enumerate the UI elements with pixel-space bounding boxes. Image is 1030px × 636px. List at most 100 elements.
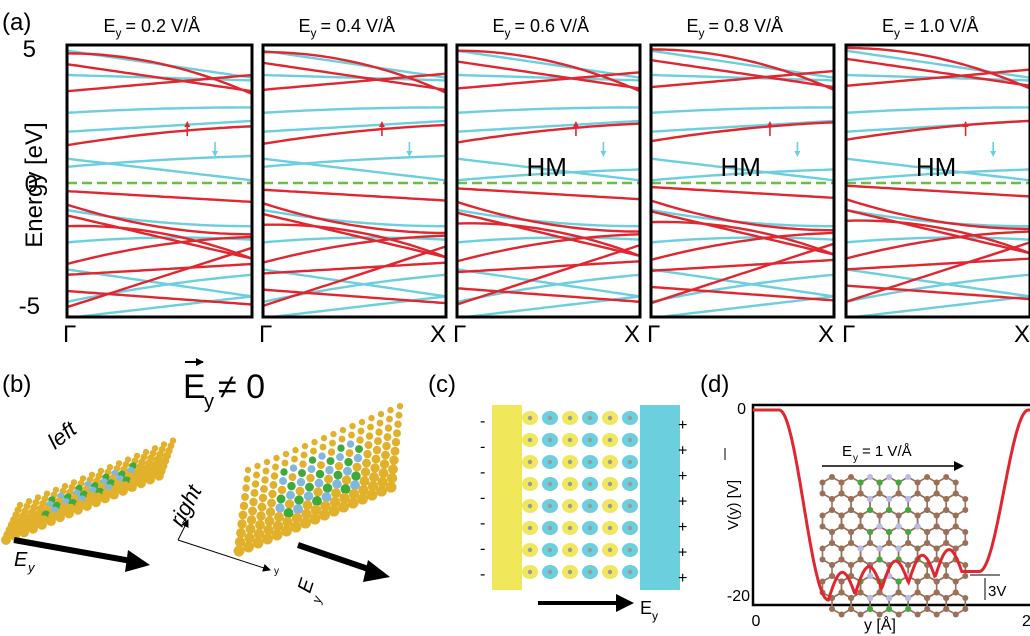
spin-up-band [66, 125, 253, 147]
spin-down-band [66, 208, 252, 228]
spin-down-band [845, 168, 1030, 182]
field-title-sub: y [699, 26, 705, 40]
spin-down-band [262, 106, 446, 114]
atom-sphere [239, 501, 249, 511]
spin-down-band [456, 49, 641, 79]
atom-sphere [321, 492, 332, 503]
lattice-atom [924, 595, 931, 601]
spin-up-band [66, 262, 253, 276]
field-arrow-left-label: E [14, 549, 28, 571]
atom-sphere [242, 484, 250, 492]
atom-sphere [245, 524, 256, 534]
lattice-atom [857, 512, 864, 519]
atom-sphere [306, 473, 315, 483]
field-title-sub: y [311, 26, 317, 40]
lattice-atom [838, 545, 845, 552]
hexagon-ring [888, 591, 909, 616]
hexagon-ring [850, 591, 871, 616]
atom-sphere [82, 501, 92, 511]
lattice-atom [933, 589, 940, 596]
atom-sphere [253, 528, 265, 540]
lattice-atom [952, 523, 959, 530]
atom-sphere [270, 472, 279, 480]
spin-up-band [262, 223, 447, 259]
lattice-atom [914, 545, 921, 552]
potential-ytick-0: 0 [737, 401, 746, 418]
atom-sphere [334, 461, 344, 471]
spin-up-band [650, 48, 835, 92]
atom-sphere [46, 516, 56, 527]
band-panel-frame [844, 43, 1030, 319]
spin-up-band [650, 199, 835, 232]
atom-sphere [337, 444, 345, 452]
spin-up-band [262, 123, 447, 145]
field-title-sub: y [505, 26, 511, 40]
atom-sphere [302, 500, 313, 511]
atom-sphere [286, 490, 295, 500]
hexagon-ring [926, 591, 947, 616]
atom-sphere [386, 473, 398, 484]
spin-down-band [262, 49, 447, 79]
atom-sphere [317, 461, 325, 470]
atom-sphere [372, 445, 382, 455]
atom-sphere [254, 462, 261, 470]
spin-up-band [66, 189, 253, 204]
band-panel-frame [649, 43, 836, 319]
atom-sphere [301, 442, 309, 450]
xy-axes-icon: x y [177, 515, 279, 577]
lattice-atom [905, 540, 912, 546]
spin-down-band [456, 236, 641, 244]
spin-up-band [456, 187, 641, 201]
atom-sphere [313, 487, 323, 497]
spin-up-band [66, 63, 253, 93]
negative-charge-region [492, 405, 522, 590]
atom-sphere [318, 452, 326, 460]
atom-sphere [262, 533, 273, 545]
atom-sphere [73, 504, 83, 515]
half-metal-label: HM [916, 152, 956, 182]
lattice-atom [895, 523, 902, 530]
field-arrow-c: E y [538, 594, 658, 623]
plus-sign: + [678, 570, 687, 587]
lattice-atom [886, 540, 893, 546]
atom-sphere [287, 481, 296, 491]
atom-sphere [362, 458, 371, 468]
lattice-atom [895, 578, 902, 585]
atom-sphere [269, 481, 278, 489]
atom-sphere [294, 495, 304, 505]
atom-sphere [339, 492, 350, 504]
band-panel-frame [261, 43, 448, 319]
lattice-atom [886, 595, 893, 601]
spin-down-band [650, 157, 835, 182]
atom-sphere [281, 459, 289, 467]
atom-sphere [249, 497, 258, 507]
atom-sphere [309, 513, 321, 525]
spin-down-band [845, 208, 1030, 228]
spin-up-band [845, 284, 1030, 301]
atom-sphere [359, 476, 370, 487]
spin-down-band [262, 208, 446, 228]
lattice-atom [886, 474, 893, 480]
lattice-atom [829, 606, 835, 612]
spin-up-band [66, 235, 253, 266]
atom-sphere [272, 463, 279, 471]
lattice-atom [895, 479, 902, 486]
charge-density-image [492, 405, 682, 590]
atom-sphere [365, 432, 374, 440]
lattice-atom [876, 490, 883, 497]
lattice-atom [867, 474, 874, 480]
atom-sphere [371, 454, 381, 464]
lattice-structure-image [819, 474, 969, 618]
lattice-atom [943, 595, 950, 601]
atom-sphere [382, 441, 391, 451]
atom-sphere [322, 483, 333, 493]
atom-sphere [64, 508, 74, 519]
spin-up-band [456, 122, 641, 144]
potential-xtick-20: 20 [1022, 613, 1030, 630]
atom-sphere [347, 497, 359, 509]
lattice-atom [962, 573, 969, 579]
atom-sphere [292, 446, 299, 454]
minus-sign: - [480, 490, 485, 507]
atom-sphere [314, 478, 324, 488]
